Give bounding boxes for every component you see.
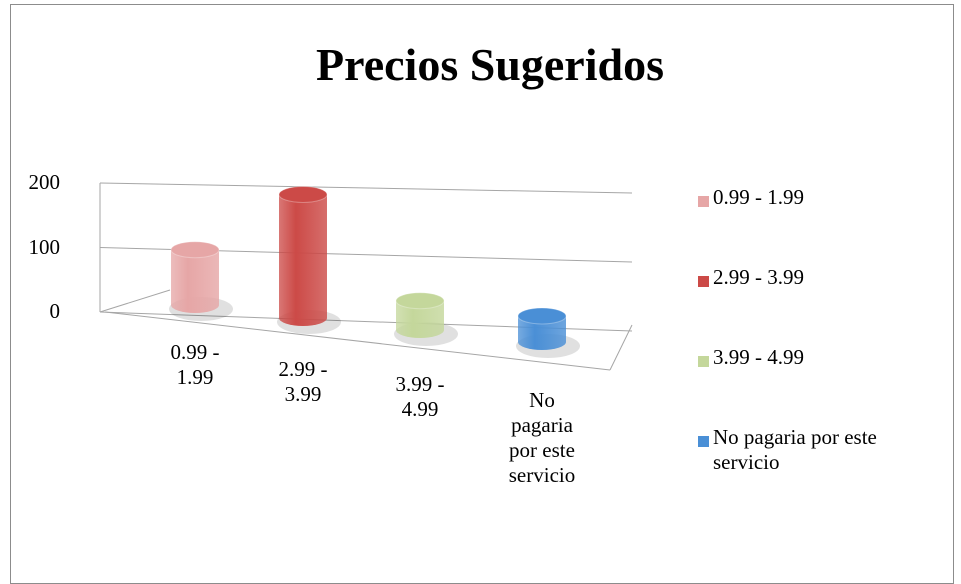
floor-front — [104, 311, 611, 371]
bar-top — [517, 307, 567, 325]
bar — [279, 194, 327, 326]
bar-top — [395, 292, 445, 310]
y-tick-label: 0 — [49, 299, 61, 323]
legend-label: 2.99 - 3.99 — [713, 265, 804, 289]
legend-label: 0.99 - 1.99 — [713, 185, 804, 209]
x-tick-label: 0.99 - 1.99 — [170, 340, 220, 389]
chart-title: Precios Sugeridos — [316, 39, 664, 90]
y-tick-label: 200 — [28, 170, 61, 194]
legend-swatch — [698, 436, 709, 447]
bar-top — [170, 241, 220, 259]
legend-swatch — [698, 276, 709, 287]
bar-top — [278, 186, 328, 203]
y-tick-label: 100 — [28, 234, 61, 259]
x-tick-label: 2.99 - 3.99 — [278, 357, 328, 406]
legend-swatch — [698, 356, 709, 367]
bar — [171, 249, 219, 313]
x-tick-label: No pagaria por este servicio — [508, 388, 576, 487]
legend-label: No pagaria por este servicio — [713, 425, 877, 474]
x-tick-label: 3.99 - 4.99 — [395, 372, 445, 421]
bar — [518, 316, 566, 350]
grid-line — [99, 182, 633, 194]
bar — [396, 300, 444, 338]
legend-swatch — [698, 196, 709, 207]
floor-edge — [99, 289, 171, 313]
floor-right — [609, 324, 633, 371]
legend-label: 3.99 - 4.99 — [713, 345, 804, 369]
